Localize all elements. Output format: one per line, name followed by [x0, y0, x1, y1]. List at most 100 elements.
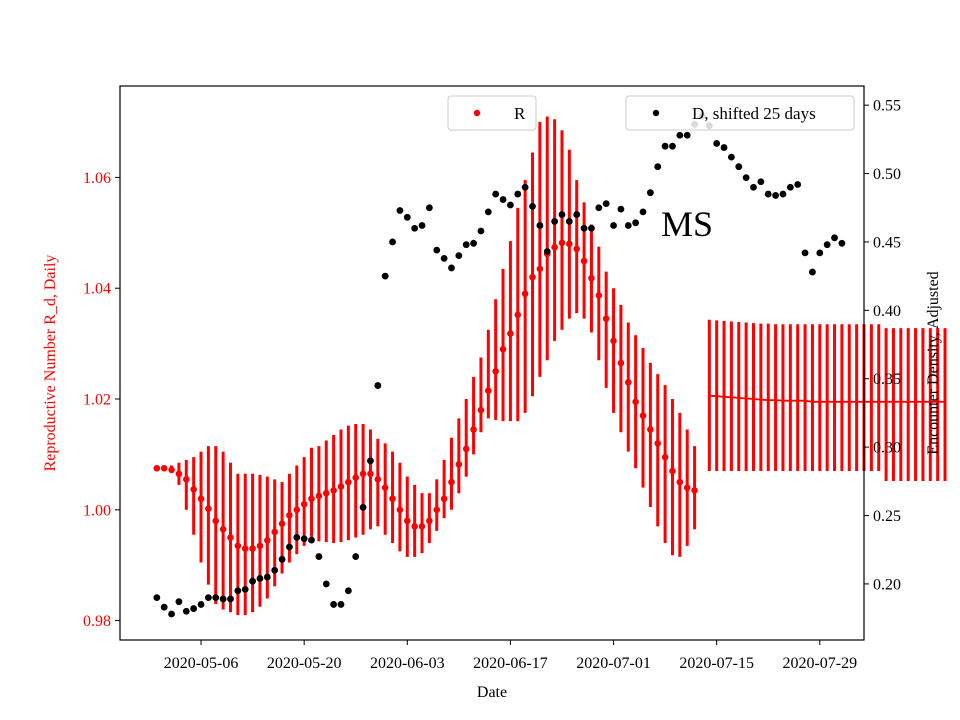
r-point — [205, 505, 212, 513]
d-point — [786, 183, 794, 191]
d-point — [831, 234, 838, 242]
r-point — [462, 445, 470, 453]
r-point — [322, 489, 330, 497]
r-point — [396, 506, 404, 514]
d-point — [337, 601, 345, 608]
d-point — [764, 190, 772, 198]
r-point — [175, 470, 183, 478]
y-right-tick-label: 0.50 — [873, 166, 901, 183]
legend-r-label: R — [514, 104, 526, 123]
r-point — [352, 474, 360, 481]
d-point — [315, 553, 323, 560]
r-point — [411, 523, 418, 530]
d-point — [750, 183, 757, 191]
y-right-tick-label: 0.20 — [873, 576, 901, 593]
d-point — [514, 190, 522, 198]
r-point — [558, 239, 566, 247]
d-point — [418, 222, 426, 229]
d-point — [588, 224, 595, 232]
r-point — [219, 525, 227, 533]
legend-d: D, shifted 25 days — [625, 95, 855, 131]
r-point — [617, 359, 625, 367]
d-point — [595, 204, 603, 212]
r-point — [492, 368, 499, 375]
r-point — [602, 315, 610, 322]
legend-r: R — [447, 95, 537, 131]
d-point — [212, 594, 220, 601]
r-point — [654, 440, 662, 447]
r-flat-line — [709, 394, 945, 403]
y-right-tick-label: 0.40 — [873, 303, 901, 320]
x-tick-label: 2020-07-29 — [782, 655, 857, 672]
d-point — [263, 573, 271, 581]
r-point — [455, 461, 463, 468]
d-point — [801, 249, 809, 257]
legend-d-box — [625, 95, 855, 131]
r-point — [580, 257, 588, 265]
y-left-tick-label: 1.00 — [83, 502, 111, 519]
y-right-tick-label: 0.25 — [873, 508, 901, 525]
y-left-tick-label: 1.06 — [83, 170, 111, 187]
d-point — [293, 534, 301, 541]
r-point — [278, 520, 286, 527]
d-point — [580, 224, 588, 232]
d-point — [551, 218, 559, 225]
y-right-tick-label: 0.55 — [873, 98, 901, 115]
d-point — [757, 178, 765, 186]
y-axis-left-title: Reproductive Number R_d, Daily — [42, 255, 59, 472]
y-axis-left: 0.98 1.00 1.02 1.04 1.06 — [83, 170, 120, 630]
x-axis-title: Date — [477, 684, 507, 701]
d-point — [271, 566, 279, 574]
r-point — [470, 426, 477, 433]
r-point — [403, 517, 411, 525]
d-series-group — [153, 112, 846, 618]
r-series-group — [153, 116, 947, 616]
d-point — [219, 595, 227, 603]
d-point — [367, 457, 374, 465]
x-tick-label: 2020-07-15 — [679, 655, 754, 672]
r-point — [588, 274, 595, 282]
y-right-tick-label: 0.30 — [873, 440, 901, 457]
d-point — [646, 189, 654, 197]
r-point — [624, 379, 632, 386]
d-point — [440, 254, 448, 262]
d-point — [359, 503, 367, 511]
d-point — [484, 208, 492, 216]
r-point — [345, 478, 352, 486]
plot-frame — [119, 85, 865, 641]
x-tick-label: 2020-05-06 — [164, 655, 239, 672]
r-point — [197, 495, 205, 503]
r-point — [426, 517, 433, 525]
r-point — [448, 478, 455, 486]
d-point — [153, 594, 161, 601]
d-point — [639, 208, 647, 216]
d-point — [779, 190, 787, 198]
d-point — [286, 543, 293, 551]
r-point — [418, 523, 426, 530]
d-point — [455, 252, 463, 260]
r-point — [676, 478, 684, 486]
d-point — [521, 183, 529, 191]
r-point — [234, 542, 242, 550]
r-point — [241, 545, 249, 552]
d-point — [204, 594, 212, 601]
r-point — [190, 486, 197, 493]
r-point — [514, 311, 522, 319]
r-point — [330, 487, 337, 494]
d-point — [396, 207, 404, 214]
d-point — [448, 264, 455, 272]
d-point — [425, 204, 433, 212]
d-point — [470, 239, 477, 247]
d-point — [182, 607, 190, 615]
r-point — [485, 387, 492, 395]
r-point — [389, 495, 396, 503]
d-point — [772, 192, 780, 199]
d-point — [794, 181, 802, 188]
r-point — [566, 240, 573, 248]
d-point — [492, 190, 500, 198]
d-point — [344, 587, 352, 595]
r-point — [683, 484, 691, 491]
r-point — [300, 500, 308, 508]
d-point — [234, 587, 242, 595]
d-point — [389, 238, 396, 246]
